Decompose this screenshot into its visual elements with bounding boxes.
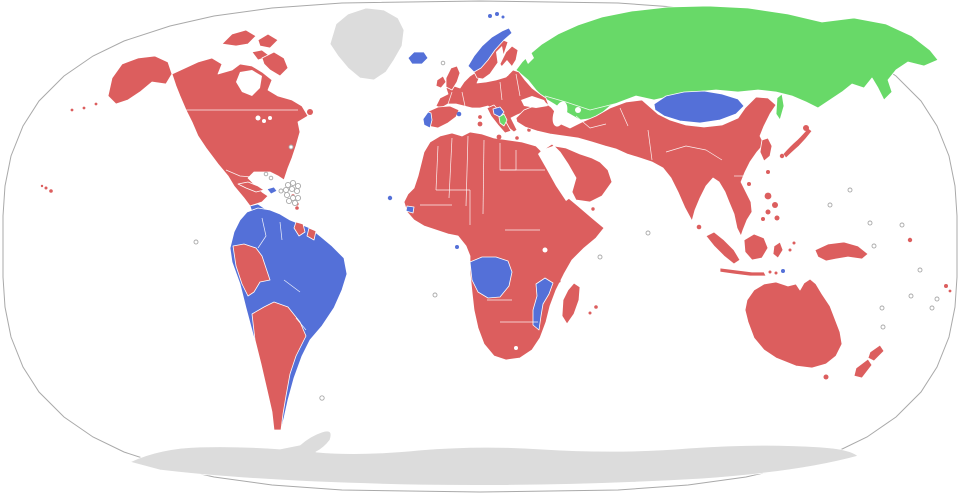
region-balkan-green-patch xyxy=(498,113,508,127)
region-ne-spain-patch xyxy=(456,111,462,117)
region-canada-usa-mexico xyxy=(171,57,309,207)
region-new-guinea xyxy=(814,241,869,262)
region-sao-tome xyxy=(455,245,459,249)
region-tasmania xyxy=(823,374,829,380)
region-mozambique xyxy=(532,277,554,331)
region-sakhalin xyxy=(775,93,785,121)
region-balkan-blue-patch xyxy=(492,106,505,118)
region-portugal xyxy=(422,111,433,129)
region-mediterranean-islands xyxy=(477,115,531,140)
region-comoros xyxy=(557,279,561,283)
region-group-north-america xyxy=(40,29,313,207)
region-pacific-red-islet xyxy=(907,237,913,243)
region-mauritius xyxy=(594,305,598,309)
region-japan xyxy=(779,125,813,159)
region-socotra xyxy=(591,207,595,211)
region-cape-verde xyxy=(387,195,393,201)
region-madagascar xyxy=(561,282,581,325)
region-arabian-peninsula xyxy=(542,143,613,203)
region-fiji xyxy=(944,284,952,293)
region-taiwan-hainan xyxy=(747,170,770,186)
region-group-indian-ocean-red xyxy=(557,207,598,315)
region-guinea-bissau xyxy=(405,205,415,214)
region-newfoundland xyxy=(307,109,313,115)
region-peru xyxy=(232,243,271,297)
region-angola xyxy=(469,256,513,299)
region-antarctica xyxy=(129,430,859,486)
region-korea xyxy=(759,137,773,162)
region-philippines xyxy=(761,192,780,221)
region-new-zealand xyxy=(853,344,885,379)
region-hawaii xyxy=(40,184,53,193)
region-french-guiana xyxy=(306,227,317,241)
region-asia-mainland xyxy=(515,96,777,237)
small-island-rings xyxy=(193,60,940,401)
region-africa xyxy=(403,131,605,361)
country-border-lines xyxy=(186,73,746,331)
region-cuba xyxy=(237,181,265,193)
region-canadian-arctic-islands xyxy=(221,29,289,77)
region-jamaica xyxy=(250,192,254,196)
region-trinidad xyxy=(295,206,299,210)
region-greenland xyxy=(329,7,405,81)
region-iceland xyxy=(407,51,429,65)
region-hispaniola xyxy=(266,186,278,195)
region-svalbard xyxy=(488,12,505,19)
region-aleutian-islands xyxy=(70,102,98,112)
region-indonesia-malaysia xyxy=(705,231,796,277)
region-australia xyxy=(744,278,843,369)
region-guyana xyxy=(293,221,306,237)
inland-seas-lakes xyxy=(236,46,612,350)
region-sri-lanka xyxy=(696,224,702,230)
region-timor-leste xyxy=(781,269,785,273)
region-norway xyxy=(467,27,513,73)
region-argentina-chile xyxy=(251,301,307,431)
region-united-kingdom xyxy=(445,65,461,91)
region-reunion xyxy=(588,311,592,315)
region-group-africa-blue xyxy=(387,195,554,331)
region-mongolia xyxy=(653,90,745,124)
region-ireland xyxy=(435,75,447,89)
